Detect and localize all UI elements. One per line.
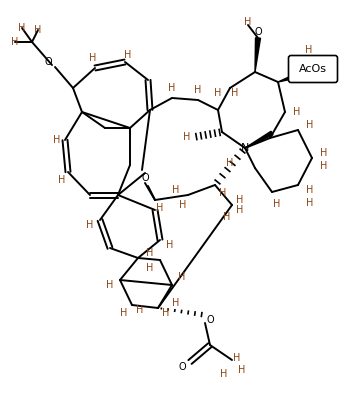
Text: AcOs: AcOs	[299, 64, 327, 74]
Text: H: H	[178, 272, 186, 282]
Text: H: H	[89, 53, 97, 63]
Text: H: H	[226, 158, 234, 168]
Text: H: H	[11, 37, 19, 47]
Text: H: H	[179, 200, 187, 210]
Text: H: H	[168, 83, 176, 93]
Text: H: H	[223, 212, 231, 222]
Text: H: H	[238, 365, 246, 375]
Text: H: H	[236, 195, 244, 205]
Text: H: H	[146, 248, 154, 258]
Text: H: H	[156, 203, 164, 213]
Text: O: O	[206, 315, 214, 325]
Text: H: H	[305, 45, 313, 55]
Text: H: H	[106, 280, 114, 290]
Polygon shape	[278, 73, 300, 82]
Text: H: H	[320, 148, 328, 158]
Text: H: H	[220, 369, 228, 379]
Text: H: H	[219, 188, 227, 198]
Text: H: H	[214, 88, 222, 98]
Text: H: H	[183, 132, 191, 142]
Text: H: H	[58, 175, 66, 185]
Text: H: H	[244, 17, 252, 27]
Text: H: H	[306, 185, 314, 195]
Text: O: O	[178, 362, 186, 372]
Text: O: O	[141, 173, 149, 183]
Text: H: H	[146, 263, 154, 273]
Polygon shape	[245, 131, 273, 148]
Text: H: H	[18, 23, 26, 33]
Text: O: O	[254, 27, 262, 37]
Text: H: H	[86, 220, 94, 230]
Text: H: H	[233, 353, 241, 363]
Text: H: H	[120, 308, 128, 318]
Text: H: H	[172, 185, 180, 195]
Text: H: H	[166, 240, 174, 250]
Text: H: H	[273, 199, 281, 209]
Text: H: H	[293, 107, 301, 117]
Polygon shape	[255, 38, 261, 72]
Text: N: N	[241, 143, 249, 153]
Text: H: H	[236, 205, 244, 215]
Text: H: H	[162, 308, 170, 318]
Text: H: H	[231, 88, 239, 98]
Text: H: H	[124, 50, 132, 60]
Text: O: O	[44, 57, 52, 67]
Text: H: H	[306, 198, 314, 208]
Text: H: H	[306, 120, 314, 130]
Text: H: H	[194, 85, 202, 95]
Text: H: H	[320, 161, 328, 171]
Text: H: H	[53, 135, 61, 145]
FancyBboxPatch shape	[289, 55, 338, 83]
Text: H: H	[34, 25, 42, 35]
Text: H: H	[136, 305, 144, 315]
Text: H: H	[172, 298, 180, 308]
